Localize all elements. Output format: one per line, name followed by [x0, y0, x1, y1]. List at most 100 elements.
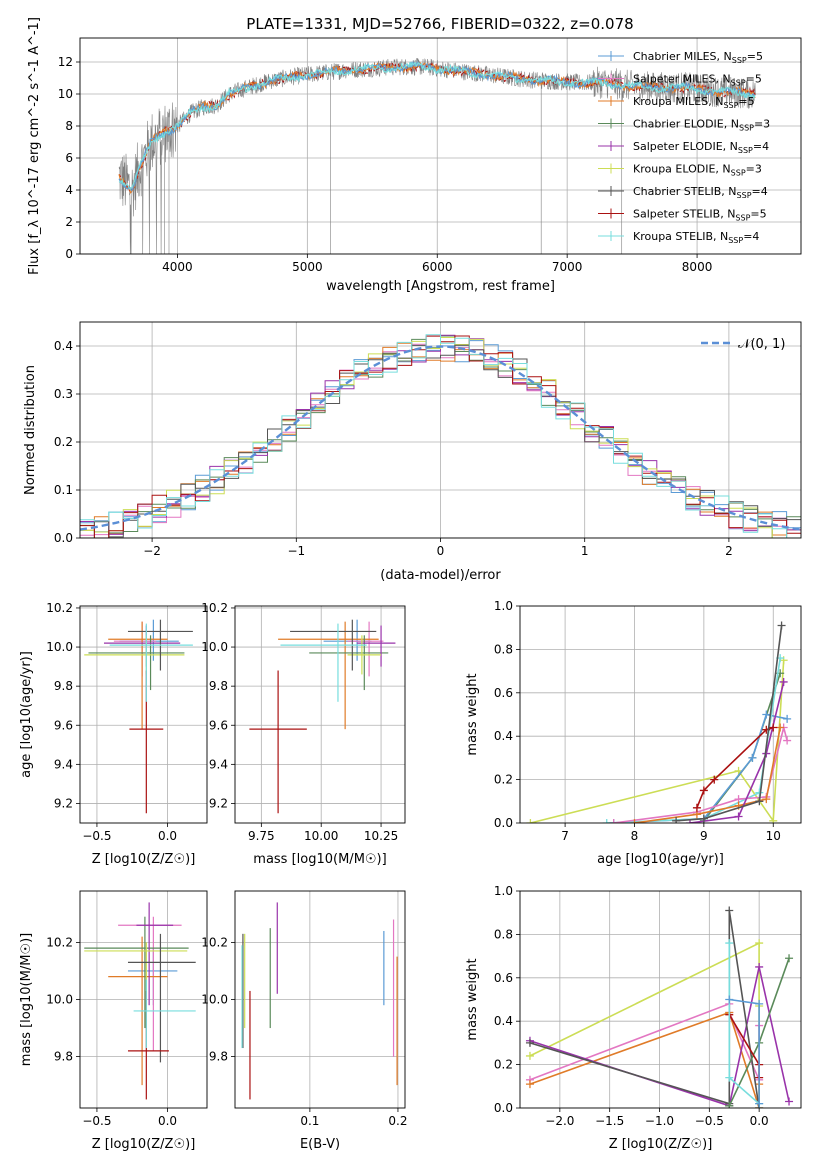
data-point: [725, 939, 734, 948]
x-tick-label: 0.1: [300, 1114, 319, 1128]
x-tick-label: 0.2: [388, 1114, 407, 1128]
data-point: [710, 775, 719, 784]
axes-frame: [234, 605, 406, 824]
data-point: [525, 1080, 534, 1089]
axes-spectrum: 4000 5000 6000 7000 8000 0 2 4 6 8 10 12 wavelength …: [27, 17, 802, 294]
series-line: [613, 727, 788, 823]
x-axis-label: wavelength [Angstrom, rest frame]: [326, 279, 555, 294]
axes-age-vs-mass: 9.75 10.00 10.25 9.2 9.4 9.6 9.8 10.0 10.2 mass […: [201, 601, 406, 867]
data-point: [748, 753, 757, 762]
legend-label: Kroupa ELODIE, NSSP=3: [633, 163, 762, 178]
x-tick-label: 1: [581, 544, 589, 558]
plot-area-age-vs-mass: [235, 606, 405, 823]
y-tick-label: 9.8: [209, 679, 228, 693]
y-tick-label: 9.8: [209, 1050, 228, 1064]
data-point: [630, 819, 639, 823]
y-tick-label: 0.2: [494, 1058, 513, 1072]
axes-residuals: −2 −1 0 1 2 0.0 0.1 0.2 0.3 0.4 (data-model)/error…: [23, 321, 802, 583]
legend-label: Chabrier MILES, NSSP=5: [633, 50, 763, 65]
data-point: [755, 962, 764, 971]
figure-title: PLATE=1331, MJD=52766, FIBERID=0322, z=0…: [246, 15, 633, 33]
axes-frame: [79, 37, 802, 255]
y-tick-label: 1.0: [494, 884, 513, 898]
x-tick-label: −1.0: [645, 1114, 674, 1128]
x-tick-label: 0.0: [158, 1114, 177, 1128]
y-tick-label: 0: [65, 247, 73, 261]
x-tick-label: 4000: [162, 260, 193, 274]
y-tick-label: 10.2: [201, 601, 228, 615]
legend-label: 𝒩(0, 1): [738, 337, 785, 352]
axes-frame: [79, 605, 208, 824]
y-tick-label: 10.0: [46, 640, 73, 654]
data-point: [779, 677, 788, 686]
y-axis-label: Flux [f_λ 10^-17 erg cm^-2 s^-1 A^-1]: [27, 17, 42, 275]
series-line: [529, 910, 760, 1108]
y-tick-label: 9.4: [54, 757, 73, 771]
legend-label: Chabrier ELODIE, NSSP=3: [633, 118, 770, 133]
x-tick-label: −0.5: [82, 1114, 111, 1128]
x-tick-label: 10.00: [304, 829, 338, 843]
model-line: [118, 61, 756, 190]
y-tick-label: 0.0: [494, 816, 513, 830]
axes-massweight-vs-Z: −2.0 −1.5 −1.0 −0.5 0.0 0.0 0.2 0.4 0.6 0.8 1.0 Z […: [465, 884, 802, 1152]
y-tick-label: 9.4: [209, 757, 228, 771]
y-tick-label: 0.8: [494, 642, 513, 656]
axes-frame: [79, 890, 208, 1109]
y-tick-label: 10.2: [46, 935, 73, 949]
y-tick-label: 10.0: [46, 993, 73, 1007]
data-point: [777, 621, 786, 630]
data-point: [755, 939, 764, 948]
data-point: [762, 795, 771, 804]
y-tick-label: 9.6: [209, 718, 228, 732]
data-point: [699, 814, 708, 823]
y-tick-label: 0.4: [494, 1014, 513, 1028]
x-tick-label: −0.5: [82, 829, 111, 843]
x-tick-label: 10.25: [364, 829, 398, 843]
y-tick-label: 12: [58, 55, 73, 69]
data-point: [725, 1101, 734, 1108]
data-point: [692, 803, 701, 812]
axes-frame: [519, 890, 802, 1109]
normal-curve: [80, 345, 801, 531]
x-tick-label: 10: [766, 829, 781, 843]
x-tick-label: −0.5: [695, 1114, 724, 1128]
plot-area-massweight-vs-age: [520, 606, 801, 823]
y-axis-label: mass weight: [465, 673, 480, 755]
y-tick-label: 9.8: [54, 679, 73, 693]
x-axis-label: Z [log10(Z/Z☉)]: [92, 1137, 196, 1152]
plot-area-massweight-vs-Z: [520, 891, 801, 1108]
data-point: [602, 819, 611, 823]
x-axis-label: mass [log10(M/M☉)]: [253, 852, 386, 867]
data-point: [734, 812, 743, 821]
y-tick-label: 10: [58, 87, 73, 101]
data-point: [525, 1038, 534, 1047]
y-tick-label: 0.1: [54, 483, 73, 497]
y-tick-label: 0.2: [54, 435, 73, 449]
legend-label: Chabrier STELIB, NSSP=4: [633, 185, 768, 200]
data-point: [755, 797, 764, 806]
x-tick-label: 8: [631, 829, 639, 843]
data-point: [755, 999, 764, 1008]
x-axis-label: Z [log10(Z/Z☉)]: [92, 852, 196, 867]
data-point: [526, 819, 535, 823]
x-tick-label: 7000: [552, 260, 583, 274]
series-line: [529, 1011, 760, 1108]
legend-label: Salpeter MILES, NSSP=5: [633, 73, 762, 88]
histogram-step: [80, 334, 801, 538]
x-tick-label: 7: [561, 829, 569, 843]
axes-frame: [79, 321, 802, 539]
y-tick-label: 9.6: [54, 718, 73, 732]
y-tick-label: 10.0: [201, 993, 228, 1007]
y-tick-label: 0.6: [494, 971, 513, 985]
x-axis-label: E(B-V): [300, 1137, 340, 1152]
y-axis-label: mass weight: [465, 958, 480, 1040]
data-point: [609, 819, 618, 823]
data-point: [783, 714, 792, 723]
x-tick-label: 0.0: [750, 1114, 769, 1128]
y-tick-label: 9.8: [54, 1050, 73, 1064]
x-tick-label: 5000: [292, 260, 323, 274]
y-axis-label: age [log10(age/yr)]: [19, 651, 34, 778]
x-tick-label: 8000: [682, 260, 713, 274]
data-point: [785, 1097, 794, 1106]
